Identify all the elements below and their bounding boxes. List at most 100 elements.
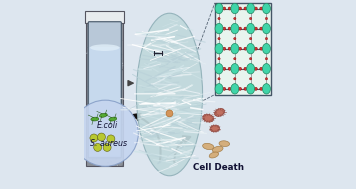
- Ellipse shape: [231, 43, 239, 54]
- Circle shape: [234, 17, 236, 20]
- Ellipse shape: [215, 84, 223, 94]
- FancyBboxPatch shape: [88, 22, 121, 158]
- FancyBboxPatch shape: [89, 47, 120, 156]
- Circle shape: [244, 27, 247, 30]
- Ellipse shape: [209, 152, 219, 158]
- Circle shape: [107, 162, 109, 163]
- Circle shape: [107, 135, 115, 143]
- Circle shape: [96, 158, 97, 159]
- Ellipse shape: [247, 23, 255, 34]
- Ellipse shape: [247, 43, 255, 54]
- Ellipse shape: [215, 108, 225, 116]
- Ellipse shape: [203, 114, 214, 122]
- Circle shape: [109, 164, 110, 165]
- Circle shape: [87, 53, 88, 54]
- Circle shape: [239, 87, 242, 90]
- Text: Cell Death: Cell Death: [193, 163, 244, 172]
- Ellipse shape: [247, 64, 255, 74]
- Ellipse shape: [219, 141, 230, 146]
- Circle shape: [250, 37, 252, 40]
- Circle shape: [117, 165, 118, 166]
- Text: S. aureus: S. aureus: [90, 139, 127, 148]
- Ellipse shape: [109, 117, 117, 121]
- Circle shape: [120, 162, 121, 163]
- Circle shape: [122, 165, 123, 166]
- Circle shape: [234, 78, 236, 80]
- Ellipse shape: [262, 64, 271, 74]
- Circle shape: [223, 27, 226, 30]
- Circle shape: [265, 37, 268, 40]
- Circle shape: [234, 58, 236, 60]
- Circle shape: [72, 100, 138, 166]
- Circle shape: [117, 165, 118, 166]
- Circle shape: [239, 27, 242, 30]
- Circle shape: [88, 54, 89, 55]
- Circle shape: [244, 87, 247, 90]
- Circle shape: [239, 7, 242, 10]
- Circle shape: [244, 7, 247, 10]
- Circle shape: [115, 158, 116, 160]
- Circle shape: [244, 67, 247, 70]
- Circle shape: [88, 95, 89, 96]
- Circle shape: [228, 47, 231, 50]
- Ellipse shape: [215, 23, 223, 34]
- Ellipse shape: [91, 117, 99, 121]
- Circle shape: [166, 110, 173, 117]
- Circle shape: [254, 27, 257, 30]
- Ellipse shape: [203, 143, 214, 150]
- Ellipse shape: [212, 146, 223, 152]
- FancyBboxPatch shape: [215, 3, 271, 94]
- Ellipse shape: [247, 3, 255, 14]
- Ellipse shape: [99, 113, 107, 117]
- Circle shape: [98, 133, 105, 141]
- Circle shape: [239, 47, 242, 50]
- Circle shape: [250, 78, 252, 80]
- Text: E.coli: E.coli: [96, 121, 118, 130]
- Circle shape: [260, 27, 263, 30]
- Ellipse shape: [262, 3, 271, 14]
- Circle shape: [87, 126, 88, 127]
- Ellipse shape: [262, 43, 271, 54]
- Ellipse shape: [215, 64, 223, 74]
- Circle shape: [121, 140, 122, 141]
- Ellipse shape: [262, 23, 271, 34]
- Circle shape: [228, 27, 231, 30]
- FancyBboxPatch shape: [87, 23, 123, 166]
- Circle shape: [218, 58, 220, 60]
- Circle shape: [122, 69, 123, 70]
- Circle shape: [94, 143, 102, 151]
- Circle shape: [122, 65, 123, 66]
- Ellipse shape: [231, 64, 239, 74]
- Circle shape: [218, 17, 220, 20]
- FancyBboxPatch shape: [85, 11, 124, 23]
- Circle shape: [228, 87, 231, 90]
- Circle shape: [98, 160, 99, 161]
- Circle shape: [122, 40, 123, 41]
- Circle shape: [260, 67, 263, 70]
- Circle shape: [223, 47, 226, 50]
- Circle shape: [260, 87, 263, 90]
- Circle shape: [93, 162, 94, 163]
- Circle shape: [87, 153, 88, 154]
- Circle shape: [218, 37, 220, 40]
- Circle shape: [121, 38, 122, 39]
- Circle shape: [265, 78, 268, 80]
- Circle shape: [121, 54, 122, 55]
- Circle shape: [254, 47, 257, 50]
- Circle shape: [234, 37, 236, 40]
- Circle shape: [117, 165, 118, 166]
- Ellipse shape: [215, 43, 223, 54]
- Circle shape: [121, 58, 122, 59]
- Circle shape: [260, 7, 263, 10]
- Circle shape: [254, 7, 257, 10]
- Circle shape: [122, 99, 123, 100]
- Circle shape: [250, 17, 252, 20]
- Circle shape: [122, 124, 123, 125]
- Circle shape: [94, 163, 95, 164]
- Circle shape: [116, 158, 117, 159]
- Circle shape: [87, 47, 88, 48]
- Ellipse shape: [231, 84, 239, 94]
- Circle shape: [228, 7, 231, 10]
- Circle shape: [223, 67, 226, 70]
- Circle shape: [110, 161, 112, 162]
